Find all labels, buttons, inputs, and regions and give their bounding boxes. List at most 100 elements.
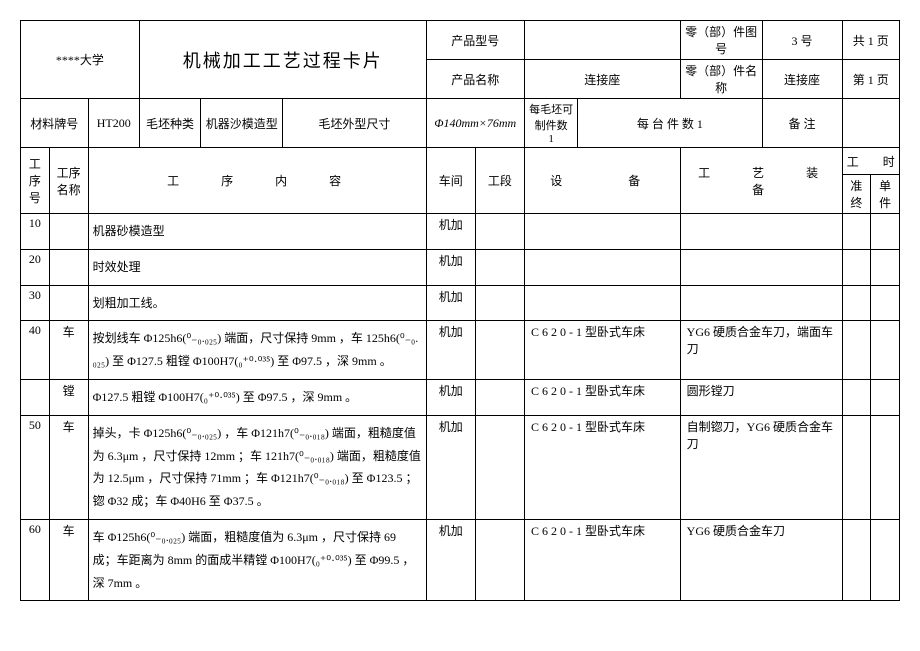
cell-name: 车	[49, 415, 88, 519]
table-row: 40 车 按划线车 Φ125h6(⁰₋₀.₀₂₅) 端面，尺寸保持 9mm ，车…	[21, 321, 900, 380]
product-name-label: 产品名称	[426, 60, 524, 99]
cell-tooling	[680, 249, 842, 285]
card-title: 机械加工工艺过程卡片	[139, 21, 426, 99]
cell-workshop: 机加	[426, 285, 475, 321]
col-prep: 准终	[842, 175, 871, 214]
cell-workshop: 机加	[426, 519, 475, 600]
cell-section	[475, 519, 524, 600]
cell-prep	[842, 214, 871, 250]
part-name: 连接座	[762, 60, 842, 99]
cell-workshop: 机加	[426, 249, 475, 285]
cell-name: 车	[49, 519, 88, 600]
cell-unit	[871, 249, 900, 285]
cell-section	[475, 379, 524, 415]
cell-prep	[842, 249, 871, 285]
cell-unit	[871, 321, 900, 380]
cell-no: 40	[21, 321, 50, 380]
cell-prep	[842, 321, 871, 380]
product-model	[524, 21, 680, 60]
part-drawing-no-label: 零（部）件图号	[680, 21, 762, 60]
cell-content: 机器砂模造型	[88, 214, 426, 250]
cell-workshop: 机加	[426, 214, 475, 250]
cell-tooling	[680, 285, 842, 321]
total-pages: 共 1 页	[842, 21, 900, 60]
cell-no: 50	[21, 415, 50, 519]
cell-equipment: C 6 2 0 - 1 型卧式车床	[524, 321, 680, 380]
cell-section	[475, 321, 524, 380]
cell-tooling: YG6 硬质合金车刀，端面车刀	[680, 321, 842, 380]
cell-name: 镗	[49, 379, 88, 415]
cell-name	[49, 214, 88, 250]
cell-unit	[871, 415, 900, 519]
cell-equipment	[524, 214, 680, 250]
product-model-label: 产品型号	[426, 21, 524, 60]
material: HT200	[88, 99, 139, 148]
cell-workshop: 机加	[426, 321, 475, 380]
cell-content: 掉头，卡 Φ125h6(⁰₋₀.₀₂₅) ，车 Φ121h7(⁰₋₀.₀₁₈) …	[88, 415, 426, 519]
col-unit: 单件	[871, 175, 900, 214]
remark-label: 备 注	[762, 99, 842, 148]
table-row: 10 机器砂模造型 机加	[21, 214, 900, 250]
cell-no: 30	[21, 285, 50, 321]
remark	[842, 99, 900, 148]
cell-content: 划粗加工线。	[88, 285, 426, 321]
col-tooling: 工 艺 装 备	[680, 148, 842, 214]
table-row: 20 时效处理 机加	[21, 249, 900, 285]
col-content: 工 序 内 容	[88, 148, 426, 214]
table-row: 60 车 车 Φ125h6(⁰₋₀.₀₂₅) 端面，粗糙度值为 6.3μm ，尺…	[21, 519, 900, 600]
cell-content: 时效处理	[88, 249, 426, 285]
cell-tooling: 自制锪刀，YG6 硬质合金车刀	[680, 415, 842, 519]
blank-size-label: 毛坯外型尺寸	[283, 99, 426, 148]
cell-content: Φ127.5 粗镗 Φ100H7(₀⁺⁰·⁰³⁵) 至 Φ97.5 ，深 9mm…	[88, 379, 426, 415]
col-seq-no: 工序号	[21, 148, 50, 214]
cell-tooling	[680, 214, 842, 250]
process-card-sheet: ****大学 机械加工工艺过程卡片 产品型号 零（部）件图号 3 号 共 1 页…	[20, 20, 900, 601]
product-name: 连接座	[524, 60, 680, 99]
blank-size: Φ140mm×76mm	[426, 99, 524, 148]
cell-unit	[871, 214, 900, 250]
material-label: 材料牌号	[21, 99, 89, 148]
col-section: 工段	[475, 148, 524, 214]
cell-tooling: 圆形镗刀	[680, 379, 842, 415]
table-row: 镗 Φ127.5 粗镗 Φ100H7(₀⁺⁰·⁰³⁵) 至 Φ97.5 ，深 9…	[21, 379, 900, 415]
cell-name	[49, 285, 88, 321]
cell-unit	[871, 285, 900, 321]
part-name-label: 零（部）件名称	[680, 60, 762, 99]
part-drawing-no: 3 号	[762, 21, 842, 60]
col-seq-name: 工序名称	[49, 148, 88, 214]
cell-workshop: 机加	[426, 415, 475, 519]
cell-no	[21, 379, 50, 415]
process-card-table: ****大学 机械加工工艺过程卡片 产品型号 零（部）件图号 3 号 共 1 页…	[20, 20, 900, 601]
col-equipment: 设 备	[524, 148, 680, 214]
blank-type: 机器沙模造型	[201, 99, 283, 148]
cell-name	[49, 249, 88, 285]
cell-unit	[871, 519, 900, 600]
cell-prep	[842, 285, 871, 321]
cell-no: 60	[21, 519, 50, 600]
cell-content: 车 Φ125h6(⁰₋₀.₀₂₅) 端面，粗糙度值为 6.3μm ，尺寸保持 6…	[88, 519, 426, 600]
per-machine: 每 台 件 数 1	[578, 99, 762, 148]
cell-prep	[842, 379, 871, 415]
cell-section	[475, 415, 524, 519]
cell-equipment	[524, 285, 680, 321]
cell-equipment: C 6 2 0 - 1 型卧式车床	[524, 379, 680, 415]
cell-unit	[871, 379, 900, 415]
cell-workshop: 机加	[426, 379, 475, 415]
cell-section	[475, 249, 524, 285]
per-blank-label: 每毛坯可制件数1	[524, 99, 577, 148]
page-no: 第 1 页	[842, 60, 900, 99]
blank-type-label: 毛坯种类	[139, 99, 200, 148]
cell-no: 10	[21, 214, 50, 250]
cell-section	[475, 285, 524, 321]
cell-equipment: C 6 2 0 - 1 型卧式车床	[524, 415, 680, 519]
org-cell: ****大学	[21, 21, 140, 99]
cell-tooling: YG6 硬质合金车刀	[680, 519, 842, 600]
cell-prep	[842, 519, 871, 600]
col-workshop: 车间	[426, 148, 475, 214]
cell-equipment	[524, 249, 680, 285]
cell-prep	[842, 415, 871, 519]
table-row: 30 划粗加工线。 机加	[21, 285, 900, 321]
cell-section	[475, 214, 524, 250]
cell-equipment: C 6 2 0 - 1 型卧式车床	[524, 519, 680, 600]
cell-content: 按划线车 Φ125h6(⁰₋₀.₀₂₅) 端面，尺寸保持 9mm ，车 125h…	[88, 321, 426, 380]
